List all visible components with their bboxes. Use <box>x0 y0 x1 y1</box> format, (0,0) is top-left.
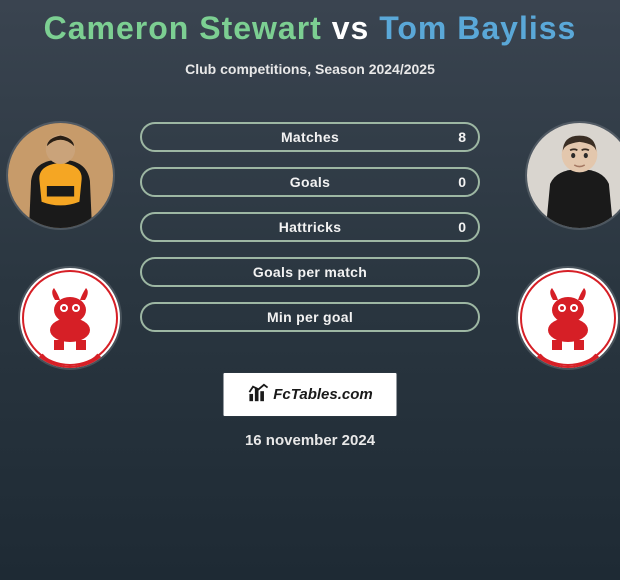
club1-crest <box>20 268 120 368</box>
stat-label: Goals per match <box>199 264 421 280</box>
stat-right-value: 8 <box>421 129 466 145</box>
page-title: Cameron Stewart vs Tom Bayliss <box>0 0 620 47</box>
stat-row-min-per-goal: Min per goal <box>140 302 480 332</box>
brand-badge: FcTables.com <box>223 372 398 417</box>
stat-label: Min per goal <box>199 309 421 325</box>
stat-label: Matches <box>199 129 421 145</box>
date-text: 16 november 2024 <box>0 432 620 449</box>
stat-right-value: 0 <box>421 219 466 235</box>
bar-chart-icon <box>247 383 269 407</box>
club2-crest <box>518 268 618 368</box>
subtitle: Club competitions, Season 2024/2025 <box>0 61 620 77</box>
stat-row-goals: Goals 0 <box>140 167 480 197</box>
stat-row-matches: Matches 8 <box>140 122 480 152</box>
player2-name: Tom Bayliss <box>379 10 576 46</box>
stat-label: Hattricks <box>199 219 421 235</box>
player2-avatar <box>527 123 620 228</box>
player1-avatar <box>8 123 113 228</box>
vs-text: vs <box>322 10 379 46</box>
stat-label: Goals <box>199 174 421 190</box>
stat-row-hattricks: Hattricks 0 <box>140 212 480 242</box>
stats-container: Matches 8 Goals 0 Hattricks 0 Goals per … <box>140 122 480 347</box>
brand-text: FcTables.com <box>273 386 372 403</box>
stat-right-value: 0 <box>421 174 466 190</box>
player1-name: Cameron Stewart <box>44 10 322 46</box>
stat-row-goals-per-match: Goals per match <box>140 257 480 287</box>
